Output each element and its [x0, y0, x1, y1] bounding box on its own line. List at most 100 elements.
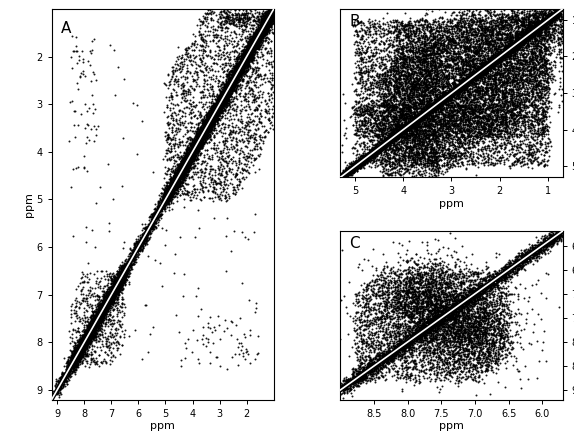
- Point: [122, 269, 131, 276]
- Point: [449, 89, 458, 96]
- Point: [439, 45, 448, 52]
- Point: [538, 19, 548, 26]
- Point: [71, 353, 80, 360]
- Point: [157, 201, 166, 208]
- Point: [262, 16, 271, 23]
- Point: [544, 21, 553, 28]
- Point: [190, 38, 199, 45]
- Point: [212, 99, 221, 107]
- Point: [235, 63, 245, 70]
- Point: [491, 41, 501, 48]
- Point: [420, 40, 429, 47]
- Point: [463, 76, 472, 83]
- Point: [103, 312, 113, 319]
- Point: [539, 113, 548, 120]
- Point: [530, 20, 539, 28]
- Point: [92, 319, 102, 326]
- Point: [362, 150, 371, 157]
- Point: [439, 289, 448, 296]
- Point: [503, 69, 512, 76]
- Point: [482, 83, 491, 91]
- Point: [452, 374, 461, 381]
- Point: [401, 165, 410, 172]
- Point: [253, 145, 262, 152]
- Point: [390, 115, 400, 123]
- Point: [482, 280, 491, 287]
- Point: [401, 122, 410, 129]
- Point: [395, 52, 404, 59]
- Point: [519, 29, 528, 36]
- Point: [250, 39, 259, 46]
- Point: [77, 341, 87, 349]
- Point: [446, 56, 455, 63]
- Point: [66, 53, 75, 60]
- Point: [487, 47, 497, 54]
- Point: [549, 235, 558, 242]
- Point: [209, 185, 218, 192]
- Point: [406, 116, 415, 123]
- Point: [201, 125, 210, 132]
- Point: [388, 131, 397, 138]
- Point: [425, 170, 434, 177]
- Point: [441, 95, 450, 102]
- Point: [80, 124, 90, 131]
- Point: [241, 55, 250, 62]
- Point: [482, 63, 491, 70]
- Point: [400, 123, 409, 130]
- Point: [185, 163, 194, 170]
- Point: [516, 37, 525, 44]
- Point: [422, 318, 431, 325]
- Point: [430, 102, 439, 109]
- Point: [356, 122, 366, 129]
- Point: [431, 103, 440, 111]
- Point: [358, 132, 367, 139]
- Point: [408, 75, 417, 82]
- Point: [424, 71, 433, 78]
- Point: [245, 134, 254, 141]
- Point: [56, 380, 65, 387]
- Point: [394, 94, 404, 101]
- Point: [195, 127, 204, 134]
- Point: [472, 131, 482, 139]
- Point: [119, 270, 128, 277]
- Point: [138, 238, 148, 246]
- Point: [445, 113, 454, 120]
- Point: [450, 87, 459, 94]
- Point: [490, 160, 499, 167]
- Point: [79, 58, 88, 65]
- Point: [55, 380, 64, 387]
- Point: [549, 17, 559, 24]
- Point: [263, 25, 273, 32]
- Point: [514, 92, 523, 99]
- Point: [189, 46, 199, 53]
- Point: [509, 128, 518, 135]
- Point: [492, 56, 502, 63]
- Point: [59, 380, 68, 387]
- Point: [555, 8, 564, 16]
- Point: [183, 156, 192, 163]
- Point: [366, 79, 375, 87]
- Point: [476, 290, 486, 297]
- Point: [551, 228, 560, 235]
- Point: [94, 319, 103, 326]
- Point: [422, 281, 431, 288]
- Point: [204, 121, 213, 128]
- Point: [457, 296, 467, 303]
- Point: [214, 117, 223, 124]
- Point: [234, 70, 243, 77]
- Point: [445, 36, 455, 43]
- Point: [483, 61, 492, 68]
- Point: [450, 39, 459, 46]
- Point: [438, 83, 447, 91]
- Point: [261, 30, 270, 37]
- Point: [263, 18, 273, 25]
- Point: [408, 117, 417, 124]
- Point: [418, 108, 427, 115]
- Point: [483, 63, 492, 71]
- Point: [91, 321, 100, 328]
- Point: [387, 94, 396, 101]
- Point: [84, 325, 93, 333]
- Point: [494, 55, 503, 62]
- Point: [378, 334, 387, 341]
- Point: [239, 56, 249, 63]
